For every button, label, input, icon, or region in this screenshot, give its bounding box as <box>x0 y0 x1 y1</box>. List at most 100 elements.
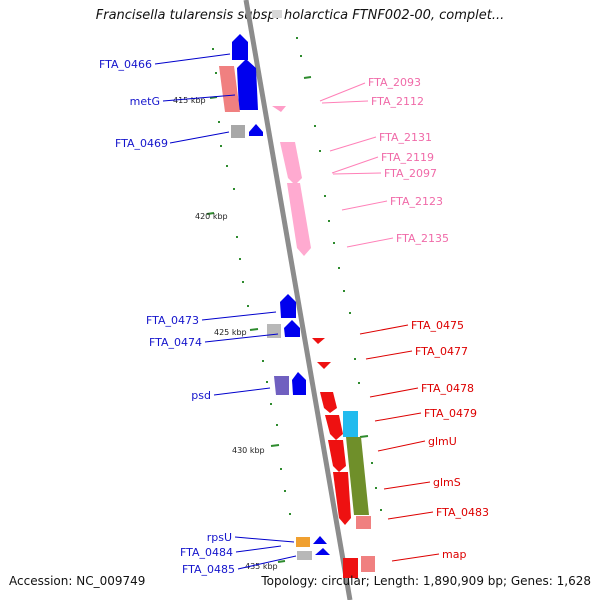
tick-dot <box>218 121 220 123</box>
gene-block-map[interactable] <box>343 558 358 578</box>
gene-label-rpsu[interactable]: rpsU <box>207 531 232 544</box>
label-lines-pink <box>319 82 394 248</box>
tick-dot <box>328 220 330 222</box>
gene-label-fta0466[interactable]: FTA_0466 <box>99 58 152 71</box>
tick-dot <box>242 281 244 283</box>
gene-label-fta0479[interactable]: FTA_0479 <box>424 407 477 420</box>
gene-block-fta0469-gray <box>231 125 245 138</box>
tick-dot <box>338 267 340 269</box>
gene-arrow-glmu[interactable] <box>328 440 346 472</box>
tick-dot <box>270 403 272 405</box>
gene-block-fta0474-gray <box>267 324 281 338</box>
tick-label-420kbp: 420 kbp <box>195 212 228 221</box>
gene-label-fta0473[interactable]: FTA_0473 <box>146 314 199 327</box>
gene-arrow-glms[interactable] <box>333 472 351 525</box>
tick-label-435kbp: 435 kbp <box>245 562 278 571</box>
gene-label-fta0475[interactable]: FTA_0475 <box>411 319 464 332</box>
gene-label-fta0474[interactable]: FTA_0474 <box>149 336 202 349</box>
gene-label-fta0478[interactable]: FTA_0478 <box>421 382 474 395</box>
tick-dot <box>276 424 278 426</box>
gene-label-fta2097[interactable]: FTA_2097 <box>384 167 437 180</box>
gene-arrow-psd[interactable] <box>292 372 306 395</box>
tick-dot <box>300 55 302 57</box>
label-lines-left <box>154 53 297 570</box>
tick-marks <box>206 76 369 563</box>
gene-label-fta0485[interactable]: FTA_0485 <box>182 563 235 576</box>
gene-label-fta0477[interactable]: FTA_0477 <box>415 345 468 358</box>
label-lines-red <box>359 324 440 562</box>
gene-block-fta0479-cyan[interactable] <box>343 411 358 437</box>
gene-arrow-fta0477[interactable] <box>317 362 331 369</box>
tick-dot <box>220 145 222 147</box>
gene-label-fta2131[interactable]: FTA_2131 <box>379 131 432 144</box>
gene-arrow-fta0475[interactable] <box>312 338 325 344</box>
gene-label-fta0469[interactable]: FTA_0469 <box>115 137 168 150</box>
tick-dot <box>284 490 286 492</box>
gene-arrow-fta0478[interactable] <box>320 392 337 413</box>
gene-block-psd[interactable] <box>274 376 289 395</box>
gene-block-gray <box>272 10 282 18</box>
gene-block-fta0483[interactable] <box>356 516 371 529</box>
accession-text: Accession: NC_009749 <box>9 574 146 588</box>
gene-label-fta2112[interactable]: FTA_2112 <box>371 95 424 108</box>
tick-dot <box>280 468 282 470</box>
gene-block-rpsu[interactable] <box>296 537 310 547</box>
gene-label-fta2135[interactable]: FTA_2135 <box>396 232 449 245</box>
gene-arrow-fta0484[interactable] <box>315 548 330 555</box>
gene-label-metg[interactable]: metG <box>130 95 160 108</box>
gene-block-glmu-olive[interactable] <box>346 437 369 515</box>
tick-dot <box>212 48 214 50</box>
gene-label-fta2123[interactable]: FTA_2123 <box>390 195 443 208</box>
gene-label-fta0483[interactable]: FTA_0483 <box>436 506 489 519</box>
tick-dot <box>349 312 351 314</box>
tick-dot <box>324 195 326 197</box>
gene-label-fta0484[interactable]: FTA_0484 <box>180 546 233 559</box>
tick-dot <box>343 290 345 292</box>
gene-arrow-fta2093[interactable] <box>272 106 286 112</box>
gene-arrow-fta0473[interactable] <box>280 294 296 318</box>
tick-dot <box>380 509 382 511</box>
tick-dot <box>226 165 228 167</box>
gene-label-psd[interactable]: psd <box>191 389 211 402</box>
gene-label-glms[interactable]: glmS <box>433 476 461 489</box>
gene-arrow-fta2123[interactable] <box>287 183 311 256</box>
gene-label-glmu[interactable]: glmU <box>428 435 457 448</box>
tick-dot <box>289 513 291 515</box>
gene-block-fta0485[interactable] <box>297 551 312 560</box>
gene-arrow-fta0469[interactable] <box>249 124 263 136</box>
gene-arrow-fta0474[interactable] <box>284 320 300 337</box>
map-title: Francisella tularensis subsp. holarctica… <box>95 8 505 23</box>
tick-dot <box>236 236 238 238</box>
gene-arrow-fta0479[interactable] <box>325 415 343 440</box>
tick-dot <box>354 358 356 360</box>
gene-arrow-rpsu[interactable] <box>313 536 327 544</box>
tick-dot <box>247 305 249 307</box>
gene-label-fta2119[interactable]: FTA_2119 <box>381 151 434 164</box>
tick-dot <box>314 125 316 127</box>
tick-dot <box>375 487 377 489</box>
gene-label-fta2093[interactable]: FTA_2093 <box>368 76 421 89</box>
tick-label-425kbp: 425 kbp <box>214 328 247 337</box>
gene-arrow-metg[interactable] <box>237 59 258 110</box>
genome-stats-text: Topology: circular; Length: 1,890,909 bp… <box>261 574 591 588</box>
tick-dot <box>233 188 235 190</box>
tick-dot <box>239 258 241 260</box>
tick-dot <box>262 360 264 362</box>
tick-dot <box>358 382 360 384</box>
gene-block-map-pink[interactable] <box>361 556 375 572</box>
tick-dot <box>266 381 268 383</box>
gene-block-fta0466-pink <box>219 66 240 112</box>
genome-backbone <box>243 0 353 600</box>
tick-label-430kbp: 430 kbp <box>232 446 265 455</box>
tick-dot <box>215 72 217 74</box>
tick-dot <box>371 462 373 464</box>
tick-dot <box>333 242 335 244</box>
gene-arrow-fta0466[interactable] <box>232 34 248 60</box>
tick-dots <box>212 37 382 515</box>
tick-dot <box>296 37 298 39</box>
gene-label-map[interactable]: map <box>442 548 466 561</box>
tick-dot <box>319 150 321 152</box>
tick-label-415kbp: 415 kbp <box>173 96 206 105</box>
gene-arrow-fta2131[interactable] <box>280 142 302 185</box>
